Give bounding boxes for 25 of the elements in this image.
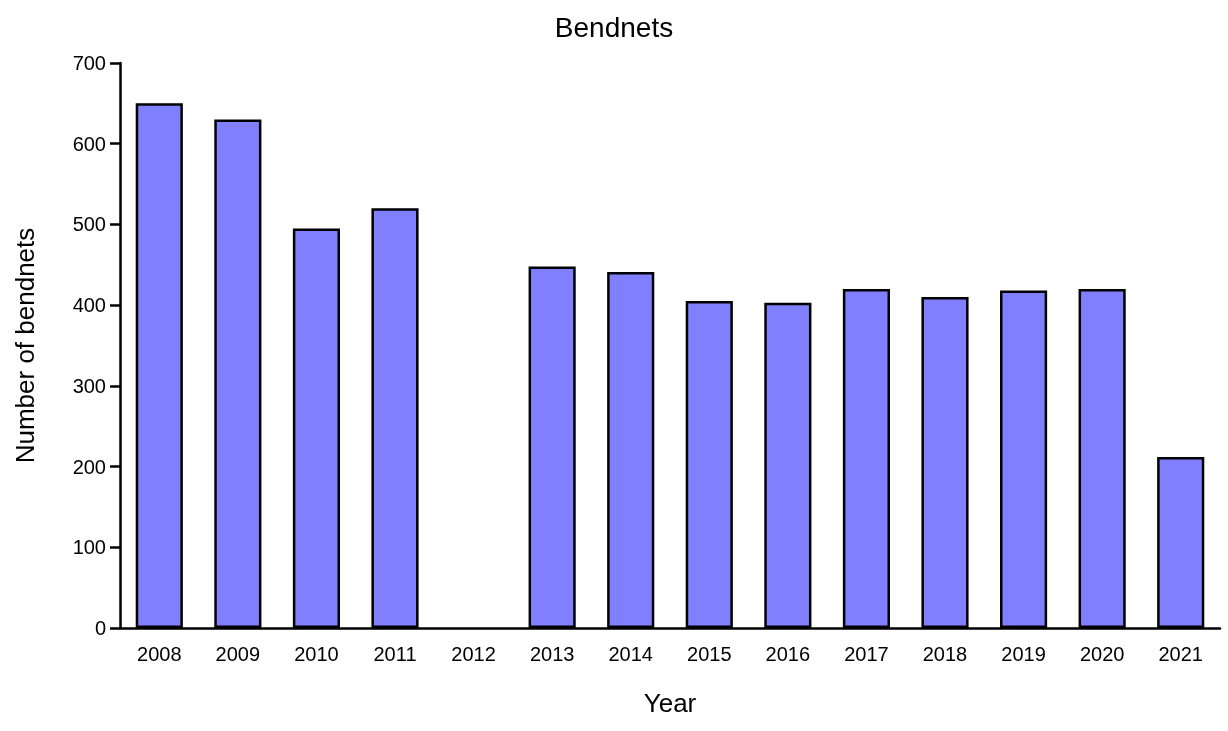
x-tick-label: 2018: [922, 643, 968, 665]
x-tick-label: 2015: [687, 643, 732, 665]
x-tick-label: 2016: [765, 643, 811, 665]
x-tick-label: 2014: [608, 643, 653, 665]
x-tick-label: 2008: [137, 643, 182, 665]
y-tick-label: 200: [72, 455, 106, 478]
y-tick-label: 500: [72, 213, 106, 236]
y-tick-label: 600: [72, 132, 106, 155]
x-tick-label: 2011: [373, 643, 417, 665]
y-tick-label: 700: [72, 52, 106, 74]
y-tick-label: 300: [72, 374, 106, 397]
x-axis-title: Year: [643, 688, 697, 718]
x-tick-label: 2020: [1079, 643, 1125, 665]
x-tick-label: 2009: [215, 643, 261, 665]
x-tick-label: 2010: [294, 643, 339, 665]
x-tick-label: 2021: [1158, 643, 1203, 665]
chart-title: Bendnets: [554, 11, 674, 43]
x-tick-label: 2019: [1001, 643, 1046, 665]
y-axis-title: Number of bendnets: [10, 227, 40, 464]
x-tick-label: 2017: [844, 643, 889, 665]
x-tick-label: 2012: [451, 643, 496, 665]
y-tick-label: 0: [94, 617, 106, 639]
y-tick-label: 100: [72, 536, 106, 559]
x-tick-label: 2013: [529, 643, 575, 665]
y-tick-label: 400: [72, 294, 106, 317]
